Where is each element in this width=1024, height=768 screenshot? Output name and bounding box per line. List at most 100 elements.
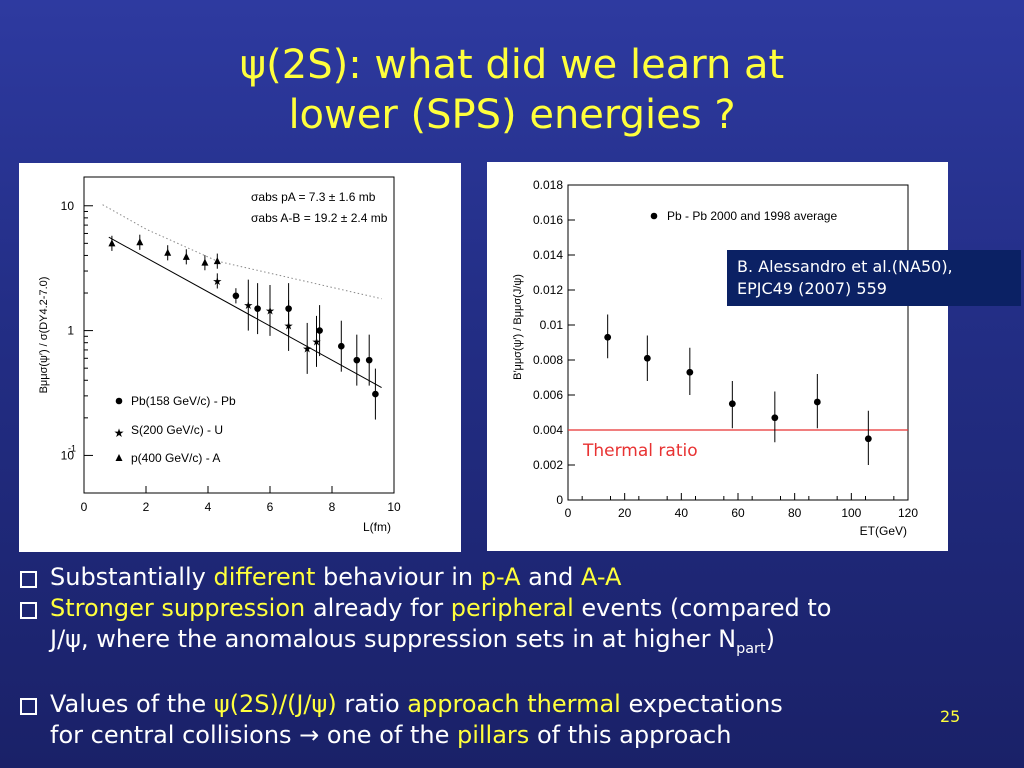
- left-fit-line: [102, 204, 218, 262]
- bullet-1: Substantially different behaviour in p-A…: [18, 562, 1008, 593]
- left-point-pbpb: [232, 292, 240, 300]
- left-point-pa: [182, 252, 190, 260]
- left-point-pa: [136, 238, 144, 246]
- bullet-list-bottom: Values of the ψ(2S)/(J/ψ) ratio approach…: [18, 689, 1008, 751]
- left-point-pa: [201, 258, 209, 266]
- left-point-pa: [108, 239, 116, 247]
- b2-t1: already for: [305, 594, 451, 622]
- left-ytick-label: 10: [61, 199, 75, 213]
- right-xtick-label: 120: [898, 506, 918, 520]
- title-line-2: lower (SPS) energies ?: [288, 92, 736, 138]
- left-ytick-label: 1: [67, 324, 74, 338]
- left-xlabel: L(fm): [363, 520, 391, 534]
- legend-marker-pbpb: [115, 397, 123, 405]
- page-number: 25: [940, 707, 961, 726]
- legend-pa: p(400 GeV/c) - A: [131, 451, 220, 465]
- right-legend: Pb - Pb 2000 and 1998 average: [667, 209, 837, 223]
- reference-line-2: EPJC49 (2007) 559: [737, 279, 887, 298]
- right-data-point: [604, 333, 612, 341]
- legend-pbpb: Pb(158 GeV/c) - Pb: [131, 394, 236, 408]
- bullet-3-text: Values of the ψ(2S)/(J/ψ) ratio approach…: [50, 689, 783, 751]
- left-xtick-label: 2: [143, 500, 150, 514]
- right-ylabel: B′μμσ(ψ′) / Bμμσ(J/ψ): [512, 274, 524, 380]
- b3-t2: ratio: [336, 690, 408, 718]
- right-legend-marker: [650, 212, 658, 220]
- left-point-su: ★: [243, 300, 253, 312]
- right-ytick-label: 0.018: [533, 178, 563, 192]
- right-arrow-icon: →: [299, 721, 320, 749]
- left-point-pa: [213, 257, 221, 265]
- right-xtick-label: 20: [618, 506, 632, 520]
- b3-t6: of this approach: [529, 721, 732, 749]
- legend-marker-pa: [115, 454, 123, 461]
- bullet-1-text: Substantially different behaviour in p-A…: [50, 562, 621, 593]
- right-xtick-label: 0: [565, 506, 572, 520]
- left-annotation-2: σabs A-B = 19.2 ± 2.4 mb: [251, 211, 388, 225]
- left-point-pbpb: [338, 342, 345, 350]
- right-data-point: [643, 354, 651, 362]
- left-point-su: ★: [212, 276, 222, 288]
- b3-t4: for central collisions: [50, 721, 300, 749]
- right-xtick-label: 100: [841, 506, 861, 520]
- thermal-ratio-label: Thermal ratio: [583, 441, 698, 461]
- bullet-3: Values of the ψ(2S)/(J/ψ) ratio approach…: [18, 689, 1008, 751]
- b1-h2: p-A: [480, 563, 521, 591]
- left-xtick-label: 6: [267, 500, 274, 514]
- b2-h1: Stronger suppression: [50, 594, 306, 622]
- b1-t1: Substantially: [50, 563, 214, 591]
- left-annotation-1: σabs pA = 7.3 ± 1.6 mb: [251, 190, 376, 204]
- right-ytick-label: 0.01: [540, 318, 564, 332]
- left-point-pbpb: [365, 356, 373, 364]
- bullet-2: Stronger suppression already for periphe…: [18, 593, 1008, 665]
- right-ytick-label: 0: [556, 493, 563, 507]
- left-chart-panel: 0 2 4 6 8 10 10 1 10 -1 ★ ★ ★ ★ ★ ★ L(fm) Bμμσ(ψ′) / σ(…: [19, 163, 461, 552]
- slide-title: ψ(2S): what did we learn at lower (SPS) …: [0, 40, 1024, 140]
- b3-t3: expectations: [620, 690, 783, 718]
- left-point-su: ★: [265, 305, 275, 317]
- right-xlabel: ET(GeV): [860, 524, 907, 538]
- reference-line-1: B. Alessandro et al.(NA50),: [737, 257, 953, 276]
- left-point-pbpb: [372, 390, 379, 398]
- left-point-pbpb: [353, 356, 361, 364]
- left-ytick-exponent: -1: [68, 443, 76, 453]
- right-data-point: [813, 398, 821, 406]
- b3-h1: ψ(2S)/(J/ψ): [213, 690, 337, 718]
- b3-h2: approach thermal: [407, 690, 621, 718]
- right-ytick-label: 0.008: [533, 353, 563, 367]
- b2-t4: ): [765, 625, 775, 653]
- right-data-point: [686, 368, 694, 376]
- checkbox-bullet-icon: [20, 602, 37, 619]
- left-point-pa: [164, 248, 172, 256]
- left-xtick-label: 0: [81, 500, 88, 514]
- right-ytick-label: 0.002: [533, 458, 563, 472]
- right-chart-panel: 0 20 40 60 80 100 120 0 0.002 0.004 0.006 0.008 0.01…: [487, 162, 948, 551]
- b2-sub: part: [736, 640, 766, 657]
- right-ytick-label: 0.014: [533, 248, 563, 262]
- right-data-point: [864, 435, 872, 443]
- b1-h3: A-A: [580, 563, 622, 591]
- b2-t3: J/ψ, where the anomalous suppression set…: [50, 625, 737, 653]
- b2-t2: events (compared to: [573, 594, 832, 622]
- right-xtick-label: 80: [788, 506, 802, 520]
- left-xtick-label: 4: [205, 500, 212, 514]
- legend-su: S(200 GeV/c) - U: [131, 423, 223, 437]
- left-point-su: ★: [284, 320, 294, 332]
- left-point-pbpb: [254, 305, 261, 312]
- right-ytick-label: 0.004: [533, 423, 563, 437]
- left-ylabel: Bμμσ(ψ′) / σ(DY4.2-7.0): [38, 277, 50, 394]
- right-data-point: [728, 400, 736, 408]
- left-fit-line: [108, 236, 382, 388]
- left-point-su: ★: [302, 343, 312, 355]
- left-xtick-label: 10: [387, 500, 401, 514]
- left-ytick-label: 10: [61, 448, 75, 462]
- bullet-2-text: Stronger suppression already for periphe…: [50, 593, 832, 665]
- right-xtick-label: 40: [675, 506, 689, 520]
- b1-t2: behaviour in: [315, 563, 481, 591]
- b3-t5: one of the: [319, 721, 457, 749]
- legend-marker-su: ★: [114, 426, 125, 440]
- left-xtick-label: 8: [329, 500, 336, 514]
- b3-h3: pillars: [456, 721, 530, 749]
- right-xtick-label: 60: [731, 506, 745, 520]
- b2-h2: peripheral: [450, 594, 574, 622]
- left-fit-line: [217, 260, 382, 300]
